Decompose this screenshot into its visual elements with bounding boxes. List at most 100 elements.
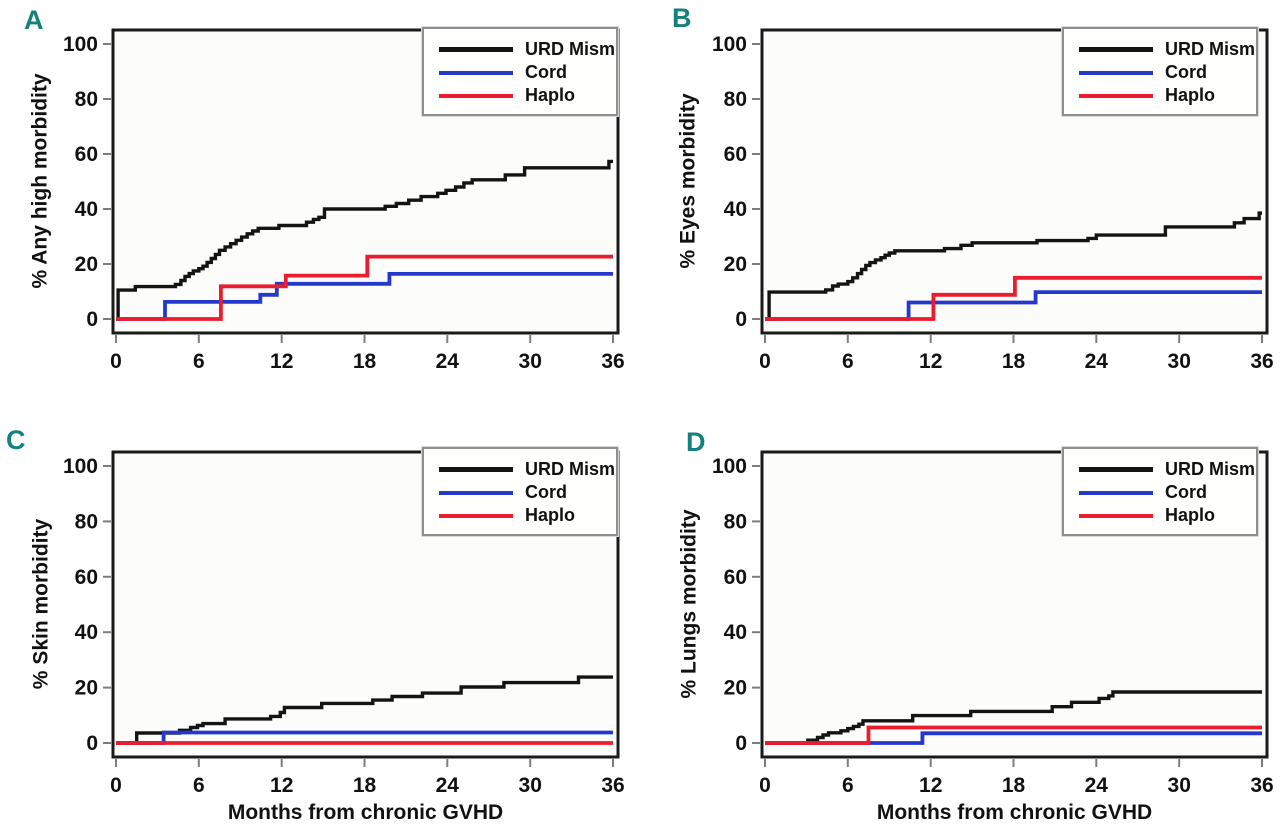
svg-text:30: 30 — [519, 350, 542, 373]
urd-mism-line-swatch — [1079, 467, 1153, 472]
legend-item: Cord — [439, 62, 606, 82]
svg-text:40: 40 — [724, 621, 747, 644]
svg-text:18: 18 — [353, 350, 377, 373]
svg-text:12: 12 — [270, 774, 293, 797]
legend-label: Haplo — [525, 505, 576, 525]
cord-line-swatch — [1079, 490, 1153, 495]
panel-d-x-axis-title: Months from chronic GVHD — [876, 801, 1153, 824]
svg-text:80: 80 — [724, 88, 747, 111]
panel-a-legend: URD Mism Cord Haplo — [421, 26, 619, 117]
svg-text:6: 6 — [842, 774, 854, 797]
svg-text:60: 60 — [724, 143, 747, 166]
svg-text:0: 0 — [86, 732, 98, 755]
legend-label: URD Mism — [525, 39, 616, 59]
svg-text:0: 0 — [735, 308, 747, 331]
haplo-line-swatch — [439, 513, 513, 518]
urd-mism-line-swatch — [439, 467, 513, 472]
svg-text:12: 12 — [270, 350, 293, 373]
svg-text:18: 18 — [1002, 350, 1026, 373]
haplo-line-swatch — [439, 93, 513, 98]
legend-label: Haplo — [525, 85, 576, 105]
panel-b-legend: URD Mism Cord Haplo — [1061, 26, 1259, 117]
svg-text:40: 40 — [724, 198, 747, 221]
svg-text:30: 30 — [1168, 774, 1191, 797]
svg-text:80: 80 — [75, 510, 98, 533]
svg-text:36: 36 — [601, 774, 624, 797]
legend-label: URD Mism — [1165, 39, 1256, 59]
legend-label: URD Mism — [1165, 459, 1256, 479]
legend-item: Cord — [1079, 62, 1246, 82]
svg-text:40: 40 — [75, 198, 98, 221]
legend-item: Haplo — [439, 505, 606, 525]
svg-text:60: 60 — [724, 566, 747, 589]
legend-item: Cord — [1079, 482, 1246, 502]
svg-text:6: 6 — [193, 350, 205, 373]
legend-item: URD Mism — [439, 39, 615, 59]
svg-text:60: 60 — [75, 566, 98, 589]
svg-text:24: 24 — [436, 774, 460, 797]
panel-b-letter: B — [672, 3, 692, 33]
panel-a: A % Any high morbidity 0 6 12 18 24 30 36 0 20 40… — [0, 0, 640, 420]
legend-item: Haplo — [439, 85, 606, 105]
svg-text:100: 100 — [712, 455, 747, 478]
svg-text:30: 30 — [519, 774, 542, 797]
svg-text:36: 36 — [1250, 350, 1273, 373]
svg-text:6: 6 — [842, 350, 854, 373]
urd-mism-line-swatch — [1079, 47, 1153, 52]
svg-text:80: 80 — [724, 510, 747, 533]
panel-c-x-axis-title: Months from chronic GVHD — [227, 801, 504, 824]
legend-item: Haplo — [1079, 85, 1246, 105]
svg-text:20: 20 — [75, 253, 98, 276]
svg-text:100: 100 — [63, 33, 98, 56]
svg-text:0: 0 — [86, 308, 98, 331]
panel-c-legend: URD Mism Cord Haplo — [421, 446, 619, 537]
panel-d: D % Lungs morbidity 0 6 12 18 24 30 36 0 20 40 60 8… — [640, 420, 1280, 839]
svg-text:0: 0 — [759, 350, 771, 373]
legend-item: URD Mism — [1079, 39, 1255, 59]
svg-text:0: 0 — [110, 350, 122, 373]
svg-text:100: 100 — [63, 455, 98, 478]
svg-text:18: 18 — [1002, 774, 1026, 797]
panel-c: C % Skin morbidity 0 6 12 18 24 30 36 0 20 40 60 80… — [0, 420, 640, 839]
legend-item: Cord — [439, 482, 606, 502]
urd-mism-line-swatch — [439, 47, 513, 52]
legend-item: URD Mism — [1079, 459, 1255, 479]
svg-text:36: 36 — [1250, 774, 1273, 797]
panel-d-letter: D — [686, 427, 706, 457]
svg-text:6: 6 — [193, 774, 205, 797]
svg-text:24: 24 — [436, 350, 460, 373]
legend-label: Cord — [525, 482, 567, 502]
panel-d-legend: URD Mism Cord Haplo — [1061, 446, 1259, 537]
legend-label: URD Mism — [525, 459, 616, 479]
panel-b: B % Eyes morbidity 0 6 12 18 24 30 36 0 20 40 60 80… — [640, 0, 1280, 420]
svg-text:20: 20 — [724, 677, 747, 700]
svg-text:60: 60 — [75, 143, 98, 166]
svg-text:100: 100 — [712, 33, 747, 56]
legend-label: Haplo — [1165, 85, 1216, 105]
legend-label: Cord — [525, 62, 567, 82]
legend-label: Cord — [1165, 62, 1207, 82]
legend-label: Haplo — [1165, 505, 1216, 525]
cord-line-swatch — [1079, 70, 1153, 75]
cord-line-swatch — [439, 70, 513, 75]
svg-text:20: 20 — [75, 677, 98, 700]
svg-text:24: 24 — [1085, 350, 1109, 373]
svg-text:12: 12 — [919, 350, 942, 373]
svg-text:24: 24 — [1085, 774, 1109, 797]
svg-text:0: 0 — [110, 774, 122, 797]
legend-item: URD Mism — [439, 459, 615, 479]
haplo-line-swatch — [1079, 93, 1153, 98]
svg-text:40: 40 — [75, 621, 98, 644]
svg-text:36: 36 — [601, 350, 624, 373]
svg-text:0: 0 — [759, 774, 771, 797]
svg-text:80: 80 — [75, 88, 98, 111]
cord-line-swatch — [439, 490, 513, 495]
svg-text:12: 12 — [919, 774, 942, 797]
legend-label: Cord — [1165, 482, 1207, 502]
svg-text:18: 18 — [353, 774, 377, 797]
svg-text:30: 30 — [1168, 350, 1191, 373]
svg-text:20: 20 — [724, 253, 747, 276]
panel-c-letter: C — [6, 425, 26, 455]
svg-text:0: 0 — [735, 732, 747, 755]
